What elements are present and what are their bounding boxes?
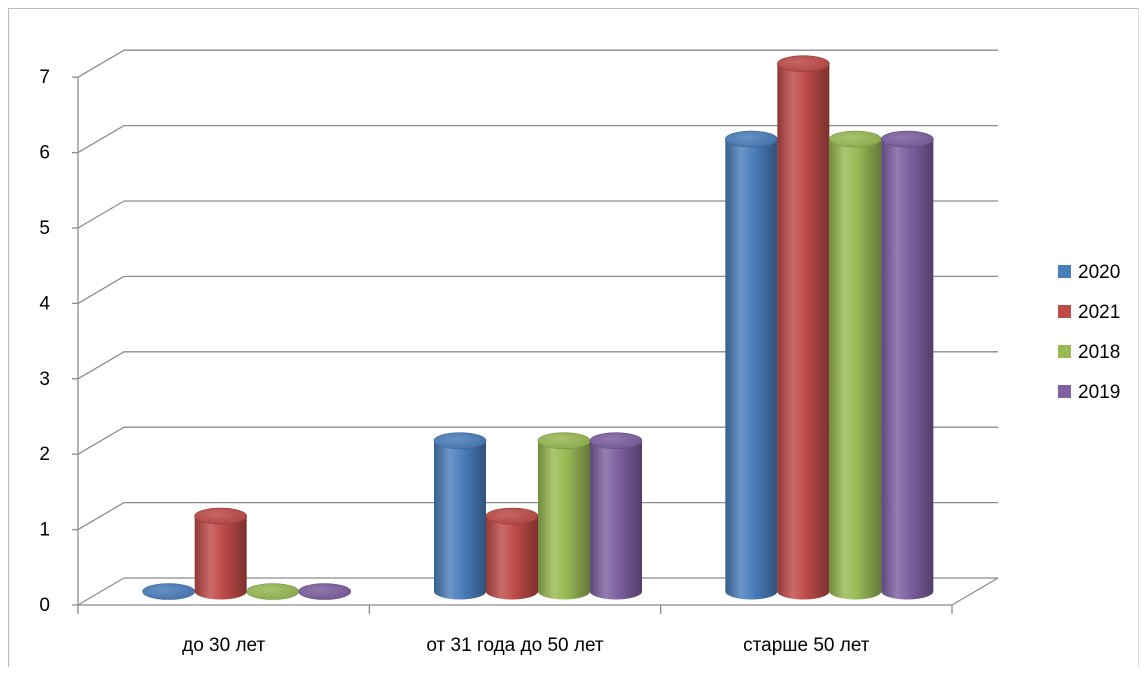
x-category-label: от 31 года до 50 лет bbox=[426, 635, 604, 656]
legend-label: 2021 bbox=[1078, 302, 1120, 323]
bar-top bbox=[881, 130, 934, 148]
gridline-depth bbox=[77, 502, 125, 531]
bars bbox=[142, 55, 934, 600]
bar-body bbox=[725, 139, 778, 600]
bar-top bbox=[485, 507, 539, 525]
gridline-depth bbox=[77, 200, 125, 229]
y-tick-label: 1 bbox=[39, 520, 50, 541]
bar-body bbox=[829, 139, 882, 600]
bar-body bbox=[538, 440, 590, 600]
bar-top bbox=[433, 432, 487, 450]
y-axis-ticks: 0 1 2 3 4 5 6 7 bbox=[39, 67, 78, 616]
legend-label: 2018 bbox=[1078, 342, 1120, 363]
bar-top bbox=[298, 583, 351, 600]
floor-right-edge bbox=[951, 577, 999, 606]
legend-label: 2020 bbox=[1078, 262, 1120, 283]
gridline-depth bbox=[77, 49, 125, 78]
legend: 2020 2021 2018 2019 bbox=[1058, 262, 1120, 403]
y-tick-label: 3 bbox=[39, 369, 50, 390]
y-tick-label: 2 bbox=[39, 444, 50, 465]
x-category-label: старше 50 лет bbox=[743, 635, 870, 656]
y-tick-label: 4 bbox=[39, 293, 50, 314]
y-tick-label: 7 bbox=[39, 67, 50, 88]
bar-top bbox=[725, 130, 778, 148]
legend-swatch bbox=[1058, 265, 1071, 278]
y-tick-label: 6 bbox=[39, 143, 50, 164]
bar-body bbox=[194, 516, 247, 600]
bar-body bbox=[590, 440, 642, 600]
gridline-depth bbox=[77, 351, 125, 380]
axes bbox=[77, 77, 999, 606]
bar-top bbox=[777, 55, 830, 73]
bar-top bbox=[194, 507, 247, 525]
bar-body bbox=[434, 440, 486, 600]
y-tick-label: 0 bbox=[39, 595, 50, 616]
y-tick-label: 5 bbox=[39, 218, 50, 239]
bar-body bbox=[486, 516, 538, 600]
bar-body bbox=[777, 63, 830, 600]
bar-top bbox=[246, 583, 299, 600]
legend-swatch bbox=[1058, 345, 1071, 358]
gridline-depth bbox=[77, 275, 125, 304]
bar-top bbox=[829, 130, 882, 148]
x-axis-categories: до 30 лет от 31 года до 50 лет старше 50 л… bbox=[77, 605, 953, 656]
legend-label: 2019 bbox=[1078, 382, 1120, 403]
gridline-depth bbox=[77, 125, 125, 154]
gridline-depth bbox=[77, 577, 125, 606]
x-category-label: до 30 лет bbox=[182, 635, 265, 656]
legend-swatch bbox=[1058, 385, 1071, 398]
bar-top bbox=[142, 583, 195, 600]
bar-top bbox=[537, 432, 591, 450]
gridline-depth bbox=[77, 426, 125, 455]
bar-body bbox=[881, 139, 934, 600]
bar-top bbox=[589, 432, 643, 450]
legend-swatch bbox=[1058, 305, 1071, 318]
